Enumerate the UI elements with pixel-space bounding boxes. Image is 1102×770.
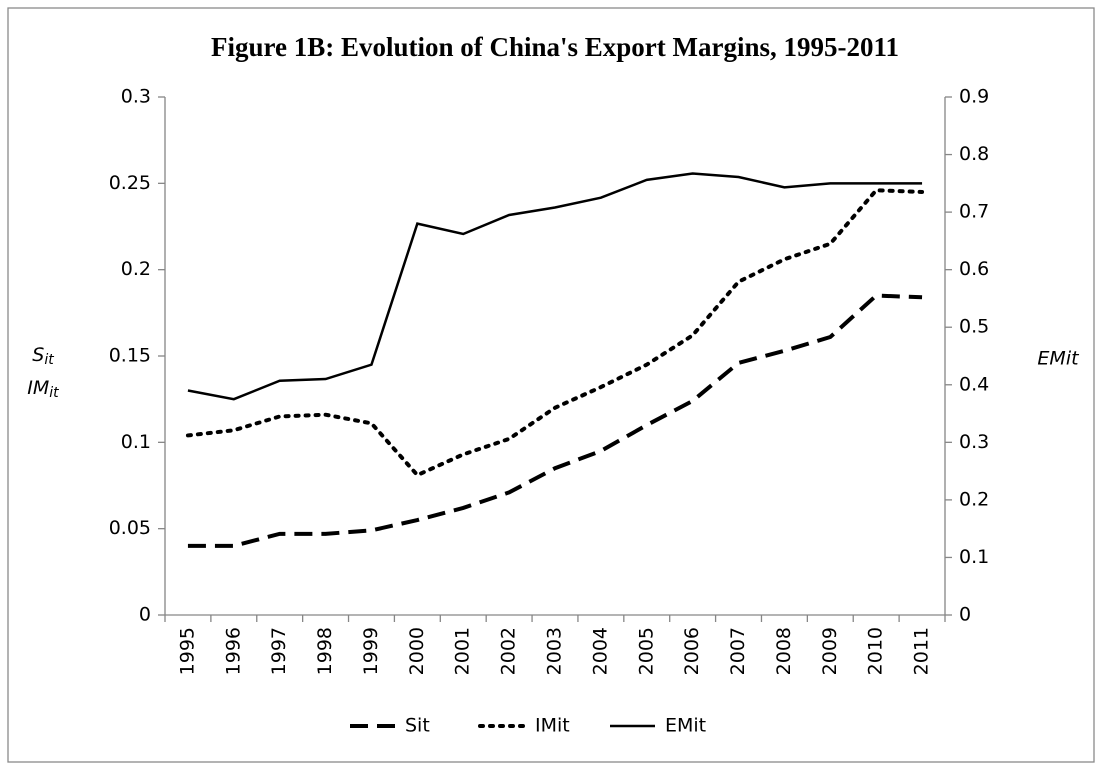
x-tick-label: 2002 [498,627,520,675]
legend-label: EMit [665,715,706,737]
legend-label: Sit [405,715,430,737]
y-tick-label: 0.2 [121,258,151,280]
y-label: Sit [32,344,54,369]
y2-tick-label: 0.7 [959,201,989,223]
y2-label: EMit [1037,348,1080,370]
y2-tick-label: 0.6 [959,258,989,280]
y-label-part: IM [27,377,49,399]
y2-tick-label: 0.8 [959,143,989,165]
series-line [187,172,923,401]
x-tick-label: 2000 [406,627,428,675]
y2-tick-label: 0.4 [959,373,989,395]
y2-tick-label: 0.5 [959,316,989,338]
series-line [187,293,923,548]
x-tick-label: 1999 [360,627,382,675]
y-label-sub: it [49,385,59,401]
x-tick-label: 2005 [635,627,657,675]
y-tick-label: 0 [139,604,151,626]
series-line [185,188,925,478]
y2-tick-label: 0.1 [959,546,989,568]
x-tick-label: 2004 [589,627,611,675]
x-tick-label: 2001 [452,627,474,675]
x-tick-label: 2009 [819,627,841,675]
x-tick-label: 1998 [314,627,336,675]
y-label-part: S [32,344,44,366]
x-tick-label: 2008 [773,627,795,675]
chart-title: Figure 1B: Evolution of China's Export M… [211,32,899,62]
y-tick-label: 0.05 [109,517,151,539]
y-label: IMit [27,377,59,402]
y-tick-label: 0.1 [121,431,151,453]
chart-border [7,7,1095,763]
x-tick-label: 2007 [727,627,749,675]
y2-tick-label: 0.9 [959,86,989,108]
y2-tick-label: 0 [959,604,971,626]
x-tick-label: 1997 [268,627,290,675]
y2-tick-label: 0.3 [959,431,989,453]
y-tick-label: 0.3 [121,86,151,108]
x-tick-label: 2010 [865,627,887,675]
y-tick-label: 0.15 [109,345,151,367]
legend-label: IMit [535,715,570,737]
x-tick-label: 2006 [681,627,703,675]
x-tick-label: 2011 [911,627,933,675]
y2-tick-label: 0.2 [959,488,989,510]
x-tick-label: 2003 [544,627,566,675]
x-tick-label: 1996 [222,627,244,675]
x-tick-label: 1995 [176,627,198,675]
y-label-sub: it [44,352,54,368]
y-tick-label: 0.25 [109,172,151,194]
